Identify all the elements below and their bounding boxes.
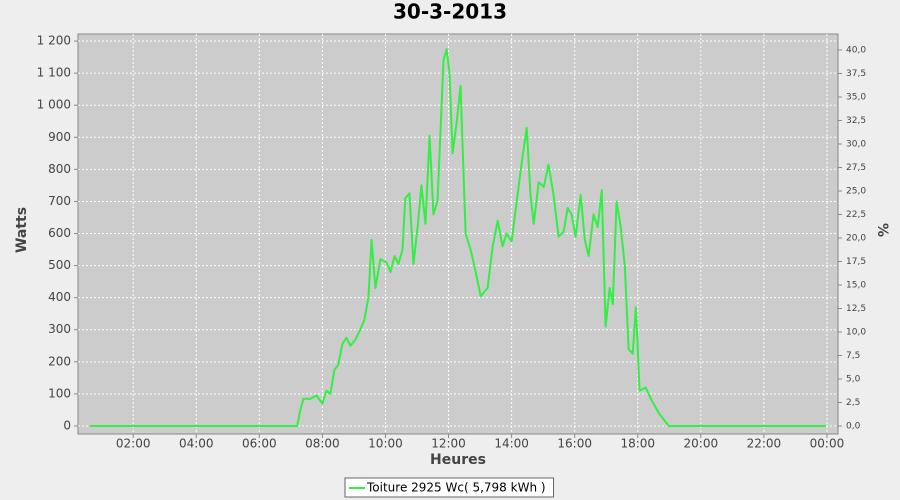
x-tick-label: 00:00 (810, 437, 845, 451)
y-tick-label: 700 (48, 194, 71, 208)
y2-tick-label: 30,0 (846, 139, 866, 149)
y-tick-label: 500 (48, 258, 71, 272)
x-tick-label: 14:00 (494, 437, 529, 451)
y2-tick-label: 2,5 (846, 398, 860, 408)
y2-tick-label: 25,0 (846, 186, 866, 196)
x-tick-label: 08:00 (305, 437, 340, 451)
x-tick-label: 18:00 (620, 437, 655, 451)
y-tick-label: 300 (48, 322, 71, 336)
x-tick-label: 04:00 (179, 437, 214, 451)
y2-axis-title: % (874, 223, 890, 237)
y-tick-label: 1 000 (37, 98, 71, 112)
y2-tick-label: 27,5 (846, 163, 866, 173)
y2-tick-label: 5,0 (846, 375, 861, 385)
y-tick-label: 1 100 (37, 66, 71, 80)
x-tick-label: 02:00 (116, 437, 151, 451)
series-line (90, 48, 826, 427)
y-tick-label: 100 (48, 386, 71, 400)
y2-tick-label: 22,5 (846, 210, 866, 220)
y-tick-label: 1 200 (37, 34, 71, 48)
x-tick-label: 22:00 (747, 437, 782, 451)
legend-box (344, 477, 555, 498)
y-tick-label: 200 (48, 354, 71, 368)
y2-tick-label: 12,5 (846, 304, 866, 314)
x-tick-label: 10:00 (368, 437, 403, 451)
x-tick-label: 20:00 (684, 437, 719, 451)
y-tick-label: 600 (48, 226, 71, 240)
legend-label: Toiture 2925 Wc( 5,798 kWh ) (366, 481, 546, 495)
y2-tick-label: 37,5 (846, 69, 866, 79)
y-axis-title: Watts (14, 207, 30, 253)
y2-tick-label: 20,0 (846, 233, 866, 243)
y2-tick-label: 15,0 (846, 280, 866, 290)
y2-tick-label: 17,5 (846, 257, 866, 267)
y2-tick-label: 35,0 (846, 92, 866, 102)
y-tick-label: 800 (48, 162, 71, 176)
y2-tick-label: 10,0 (846, 328, 866, 338)
x-tick-label: 16:00 (557, 437, 592, 451)
y2-tick-label: 0,0 (846, 422, 861, 432)
y-tick-label: 400 (48, 290, 71, 304)
y-tick-label: 900 (48, 130, 71, 144)
x-tick-label: 12:00 (431, 437, 466, 451)
legend: Toiture 2925 Wc( 5,798 kWh ) (344, 477, 555, 498)
x-axis-title: Heures (430, 452, 486, 468)
x-tick-label: 06:00 (242, 437, 277, 451)
y2-tick-label: 7,5 (846, 351, 860, 361)
y2-tick-label: 40,0 (846, 45, 866, 55)
y-tick-label: 0 (63, 418, 71, 432)
y2-tick-label: 32,5 (846, 116, 866, 126)
chart-title: 30-3-2013 (393, 0, 507, 24)
